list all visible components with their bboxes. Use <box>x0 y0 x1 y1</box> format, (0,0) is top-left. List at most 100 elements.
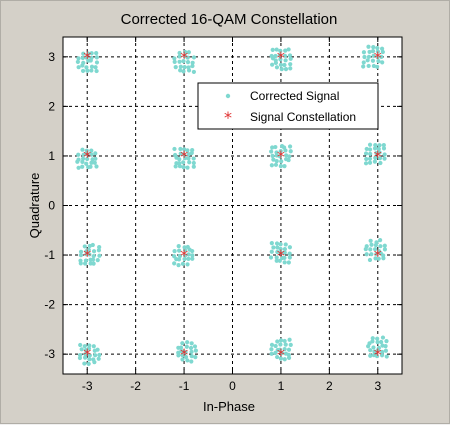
signal-constellation-point: * <box>277 147 285 166</box>
corrected-signal-point <box>270 145 275 150</box>
corrected-signal-point <box>380 60 385 65</box>
y-tick-label: -3 <box>44 347 55 361</box>
corrected-signal-point <box>364 156 369 162</box>
corrected-signal-point <box>84 148 89 153</box>
corrected-signal-point <box>273 53 278 59</box>
corrected-signal-point <box>90 257 96 262</box>
corrected-signal-point <box>366 63 371 69</box>
chart-title: Corrected 16-QAM Constellation <box>121 11 338 28</box>
corrected-signal-point <box>371 345 376 350</box>
corrected-signal-point <box>288 342 293 348</box>
corrected-signal-point <box>368 353 373 358</box>
corrected-signal-point <box>278 48 283 53</box>
corrected-signal-point <box>371 63 376 69</box>
corrected-signal-point <box>177 59 182 64</box>
corrected-signal-point <box>91 261 96 266</box>
corrected-signal-point <box>191 156 196 161</box>
corrected-signal-point <box>89 68 94 73</box>
corrected-signal-point <box>180 352 185 358</box>
corrected-signal-point <box>176 263 181 268</box>
corrected-signal-point <box>269 351 274 356</box>
corrected-signal-point <box>181 59 186 64</box>
corrected-signal-point <box>87 252 92 257</box>
corrected-signal-point <box>368 151 373 156</box>
corrected-signal-point <box>172 59 177 65</box>
corrected-signal-point <box>376 345 382 351</box>
corrected-signal-point <box>88 164 93 169</box>
corrected-signal-point <box>369 242 374 247</box>
corrected-signal-point <box>274 241 280 246</box>
corrected-signal-point <box>184 344 189 349</box>
corrected-signal-point <box>183 253 188 258</box>
x-tick-label: -3 <box>82 379 93 393</box>
corrected-signal-point <box>181 160 186 165</box>
corrected-signal-point <box>82 344 87 349</box>
corrected-signal-point <box>375 45 380 51</box>
corrected-signal-point <box>372 349 377 354</box>
corrected-signal-point <box>269 249 274 254</box>
corrected-signal-point <box>366 54 372 59</box>
corrected-signal-point <box>96 356 101 361</box>
corrected-signal-point <box>183 49 188 55</box>
corrected-signal-point <box>286 47 291 52</box>
corrected-signal-point <box>274 255 279 260</box>
corrected-signal-point <box>77 355 83 361</box>
corrected-signal-point <box>81 60 86 65</box>
corrected-signal-point <box>86 247 91 252</box>
corrected-signal-point <box>278 246 283 252</box>
corrected-signal-point <box>381 146 387 151</box>
corrected-signal-point <box>89 55 94 61</box>
signal-constellation-point: * <box>277 48 285 67</box>
corrected-signal-point <box>278 163 283 169</box>
corrected-signal-point <box>87 357 92 362</box>
corrected-signal-point <box>283 58 288 63</box>
corrected-signal-point <box>375 64 380 69</box>
signal-constellation-point: * <box>374 48 382 67</box>
corrected-signal-point <box>93 65 98 70</box>
corrected-signal-point <box>373 143 378 148</box>
corrected-signal-point <box>384 354 389 359</box>
corrected-signal-point <box>78 253 84 258</box>
x-axis-label: In-Phase <box>203 399 255 414</box>
corrected-signal-point <box>83 352 88 357</box>
corrected-signal-point <box>364 252 369 257</box>
corrected-signal-point <box>176 257 182 262</box>
corrected-signal-point <box>182 147 187 152</box>
corrected-signal-point <box>370 339 375 344</box>
corrected-signal-point <box>380 343 385 348</box>
corrected-signal-point <box>377 155 383 161</box>
corrected-signal-point <box>190 60 195 65</box>
corrected-signal-point <box>288 62 293 67</box>
legend: Corrected Signal * Signal Constellation <box>197 82 379 130</box>
corrected-signal-point <box>269 241 274 246</box>
corrected-signal-point <box>286 157 291 163</box>
corrected-signal-point <box>93 151 98 156</box>
corrected-signal-point <box>189 341 194 346</box>
corrected-signal-point <box>180 357 185 362</box>
corrected-signal-point <box>270 47 275 52</box>
corrected-signal-point <box>275 245 280 250</box>
corrected-signal-point <box>87 343 92 348</box>
corrected-signal-point <box>182 245 187 250</box>
corrected-signal-point <box>286 352 291 357</box>
corrected-signal-point <box>363 161 369 166</box>
corrected-signal-point <box>374 353 380 359</box>
corrected-signal-point <box>178 146 183 152</box>
corrected-signal-point <box>367 147 373 152</box>
corrected-signal-point <box>186 256 191 261</box>
corrected-signal-point <box>97 352 102 358</box>
corrected-signal-point <box>185 60 191 65</box>
corrected-signal-point <box>187 160 192 165</box>
corrected-signal-point <box>87 353 92 358</box>
corrected-signal-point <box>76 152 81 157</box>
corrected-signal-point <box>382 247 388 252</box>
y-tick-label: -2 <box>44 298 55 312</box>
corrected-signal-point <box>277 347 283 352</box>
corrected-signal-point <box>93 353 98 358</box>
corrected-signal-point <box>91 357 96 362</box>
legend-marker-corrected-signal <box>225 93 231 99</box>
corrected-signal-point <box>90 242 95 248</box>
corrected-signal-point <box>180 261 186 266</box>
corrected-signal-point <box>172 56 177 61</box>
